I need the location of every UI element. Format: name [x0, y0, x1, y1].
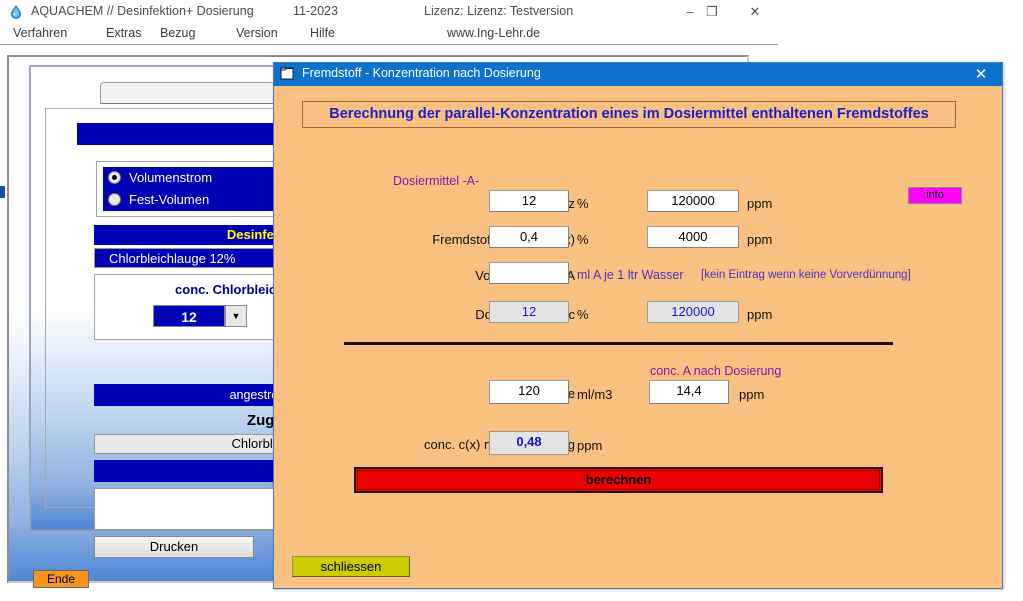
application-window-chrome: AQUACHEM // Desinfektion+ Dosierung 11-2…	[0, 0, 778, 45]
radio-dot-icon	[108, 193, 121, 206]
section-divider	[344, 342, 893, 345]
menu-item-bezug[interactable]: Bezug	[160, 26, 196, 40]
menu-item-version[interactable]: Version	[236, 26, 278, 40]
unit-dosiermittel-conc-ppm: ppm	[747, 307, 773, 322]
print-button[interactable]: Drucken	[94, 536, 254, 558]
unit-fremdstoff-conc-percent: %	[577, 232, 589, 247]
close-window-button[interactable]: ✕	[749, 4, 761, 19]
output-dosiermittel-conc-percent: 12	[489, 301, 569, 323]
unit-einsatz-konz-percent: %	[577, 196, 589, 211]
input-fremdstoff-conc-percent[interactable]: 0,4	[489, 226, 569, 248]
app-title: AQUACHEM // Desinfektion+ Dosierung	[31, 4, 254, 18]
menu-item-extras[interactable]: Extras	[106, 26, 142, 40]
unit-dosiermittel-conc-percent: %	[577, 307, 589, 322]
unit-fremdstoff-conc-ppm: ppm	[747, 232, 773, 247]
input-fremdstoff-conc-ppm[interactable]: 4000	[647, 226, 739, 248]
app-licence-text: Lizenz: Lizenz: Testversion	[424, 4, 574, 18]
unit-conc-cx-nach-dosierung: ppm	[577, 438, 603, 453]
dialog-close-icon[interactable]: ✕	[974, 66, 988, 83]
input-dosiermenge[interactable]: 120	[489, 380, 569, 404]
radio-fest-volumen-label: Fest-Volumen	[129, 192, 210, 207]
unit-einsatz-konz-ppm: ppm	[747, 196, 773, 211]
schliessen-button[interactable]: schliessen	[292, 556, 410, 577]
input-einsatz-konz-ppm[interactable]: 120000	[647, 190, 739, 212]
fremdstoff-dialog: Fremdstoff - Konzentration nach Dosierun…	[273, 62, 1003, 589]
app-version-date: 11-2023	[293, 4, 338, 18]
background-conc-value[interactable]: 12	[153, 305, 225, 327]
menu-item-hilfe[interactable]: Hilfe	[310, 26, 336, 40]
unit-conc-a-nach-dosierung: ppm	[739, 387, 765, 402]
output-conc-cx-nach-dosierung: 0,48	[489, 431, 569, 455]
ende-button[interactable]: Ende	[33, 570, 89, 588]
application-titlebar: AQUACHEM // Desinfektion+ Dosierung 11-2…	[0, 0, 778, 23]
chevron-down-icon[interactable]: ▼	[225, 305, 247, 327]
background-edge-marker	[0, 186, 5, 198]
conc-a-heading: conc. A nach Dosierung	[650, 364, 782, 378]
background-conc-label: conc. Chlorbleichla	[175, 282, 295, 297]
menu-item-verfahren[interactable]: Verfahren	[13, 26, 68, 40]
input-vorverduennung[interactable]	[489, 262, 569, 284]
info-button[interactable]: info	[908, 187, 962, 204]
website-link[interactable]: www.Ing-Lehr.de	[447, 26, 541, 40]
unit-vorverduennung: ml A je 1 ltr Wasser	[577, 268, 684, 282]
output-dosiermittel-conc-ppm: 120000	[647, 301, 739, 323]
unit-dosiermenge: ml/m3	[577, 387, 613, 402]
minimize-button[interactable]: –	[686, 4, 694, 19]
input-einsatz-konz-percent[interactable]: 12	[489, 190, 569, 212]
note-vorverduennung: [kein Eintrag wenn keine Vorverdünnung]	[701, 269, 911, 281]
aquachem-icon	[11, 5, 21, 19]
dialog-titlebar: Fremdstoff - Konzentration nach Dosierun…	[274, 63, 1002, 86]
dialog-body: Berechnung der parallel-Konzentration ei…	[275, 86, 1001, 587]
application-menubar: Verfahren Extras Bezug Version Hilfe www…	[0, 23, 778, 44]
document-icon	[280, 67, 294, 80]
radio-volumenstrom-label: Volumenstrom	[129, 170, 213, 185]
dialog-title: Fremdstoff - Konzentration nach Dosierun…	[302, 66, 541, 80]
maximize-button[interactable]: ❐	[706, 4, 718, 19]
berechnen-button[interactable]: berechnen	[354, 467, 883, 493]
output-conc-a-nach-dosierung: 14,4	[649, 380, 729, 404]
radio-dot-icon	[108, 171, 121, 184]
dialog-banner: Berechnung der parallel-Konzentration ei…	[302, 101, 956, 128]
section-a-label: Dosiermittel -A-	[393, 174, 480, 188]
